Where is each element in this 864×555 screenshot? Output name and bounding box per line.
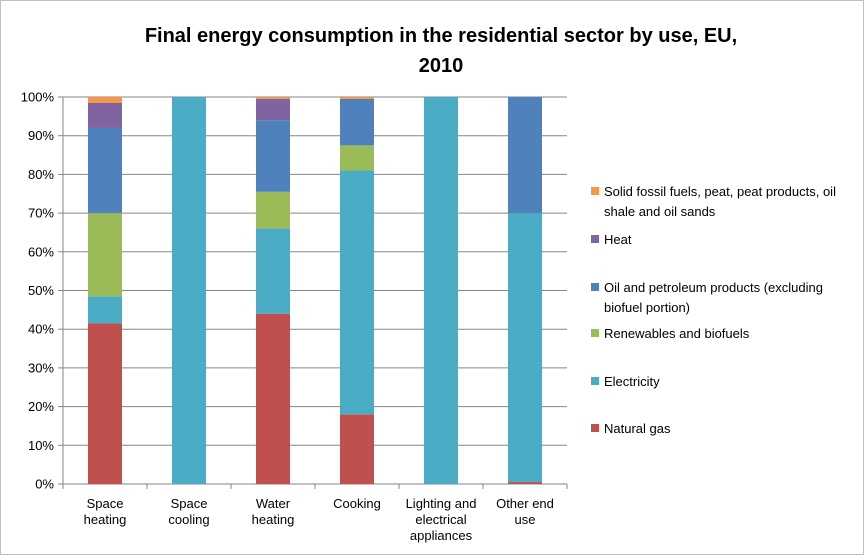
bar-segment bbox=[88, 213, 122, 297]
bar-segment bbox=[340, 98, 374, 146]
legend-label: Oil and petroleum products (excluding bbox=[604, 280, 823, 295]
legend-label: Electricity bbox=[604, 374, 660, 389]
bar-segment bbox=[424, 97, 458, 484]
legend-label: biofuel portion) bbox=[604, 300, 690, 315]
y-tick-label: 0% bbox=[35, 477, 54, 492]
bar-segment bbox=[340, 97, 374, 99]
bar-segment bbox=[256, 228, 290, 314]
chart-title-line-2: 2010 bbox=[418, 55, 464, 77]
bar-segment bbox=[88, 127, 122, 214]
x-category-label: Space bbox=[171, 496, 208, 511]
x-category-label: Space bbox=[87, 496, 124, 511]
bar-segment bbox=[172, 97, 206, 484]
chart-title: Final energy consumption in the resident… bbox=[61, 21, 821, 81]
y-tick-label: 90% bbox=[28, 128, 54, 143]
x-category-label: Cooking bbox=[333, 496, 381, 511]
x-category-label: use bbox=[515, 512, 536, 527]
bar-segment bbox=[256, 191, 290, 229]
bar-segment bbox=[88, 97, 122, 103]
bar-segment bbox=[340, 145, 374, 171]
x-category-label: appliances bbox=[410, 528, 473, 543]
x-category-label: Lighting and bbox=[406, 496, 477, 511]
legend-label: Heat bbox=[604, 232, 632, 247]
y-tick-label: 40% bbox=[28, 322, 54, 337]
legend-label: shale and oil sands bbox=[604, 204, 716, 219]
bar-segment bbox=[256, 313, 290, 484]
bar-segment bbox=[508, 482, 542, 484]
bar-segment bbox=[88, 102, 122, 128]
legend-swatch bbox=[591, 377, 599, 385]
legend-swatch bbox=[591, 424, 599, 432]
bar-segment bbox=[340, 170, 374, 415]
legend-label: Solid fossil fuels, peat, peat products,… bbox=[604, 184, 836, 199]
y-tick-label: 100% bbox=[21, 90, 55, 105]
legend-swatch bbox=[591, 235, 599, 243]
bar-segment bbox=[256, 98, 290, 121]
y-tick-label: 70% bbox=[28, 206, 54, 221]
y-tick-label: 50% bbox=[28, 283, 54, 298]
legend-label: Natural gas bbox=[604, 421, 671, 436]
y-tick-label: 60% bbox=[28, 244, 54, 259]
x-category-label: Water bbox=[256, 496, 291, 511]
legend-swatch bbox=[591, 187, 599, 195]
bar-segment bbox=[88, 296, 122, 324]
x-category-label: cooling bbox=[168, 512, 209, 527]
y-tick-label: 30% bbox=[28, 360, 54, 375]
x-category-label: heating bbox=[84, 512, 127, 527]
legend-label: Renewables and biofuels bbox=[604, 326, 750, 341]
y-tick-label: 80% bbox=[28, 167, 54, 182]
y-tick-label: 20% bbox=[28, 399, 54, 414]
y-tick-label: 10% bbox=[28, 438, 54, 453]
bar-segment bbox=[508, 97, 542, 214]
x-category-label: electrical bbox=[415, 512, 466, 527]
bar-segment bbox=[88, 323, 122, 484]
bar-segment bbox=[340, 414, 374, 484]
legend-swatch bbox=[591, 283, 599, 291]
bar-segment bbox=[256, 120, 290, 192]
x-category-label: heating bbox=[252, 512, 295, 527]
chart-title-line-1: Final energy consumption in the resident… bbox=[144, 25, 738, 47]
legend-swatch bbox=[591, 329, 599, 337]
bar-segment bbox=[508, 213, 542, 483]
bar-segment bbox=[256, 97, 290, 99]
x-category-label: Other end bbox=[496, 496, 554, 511]
